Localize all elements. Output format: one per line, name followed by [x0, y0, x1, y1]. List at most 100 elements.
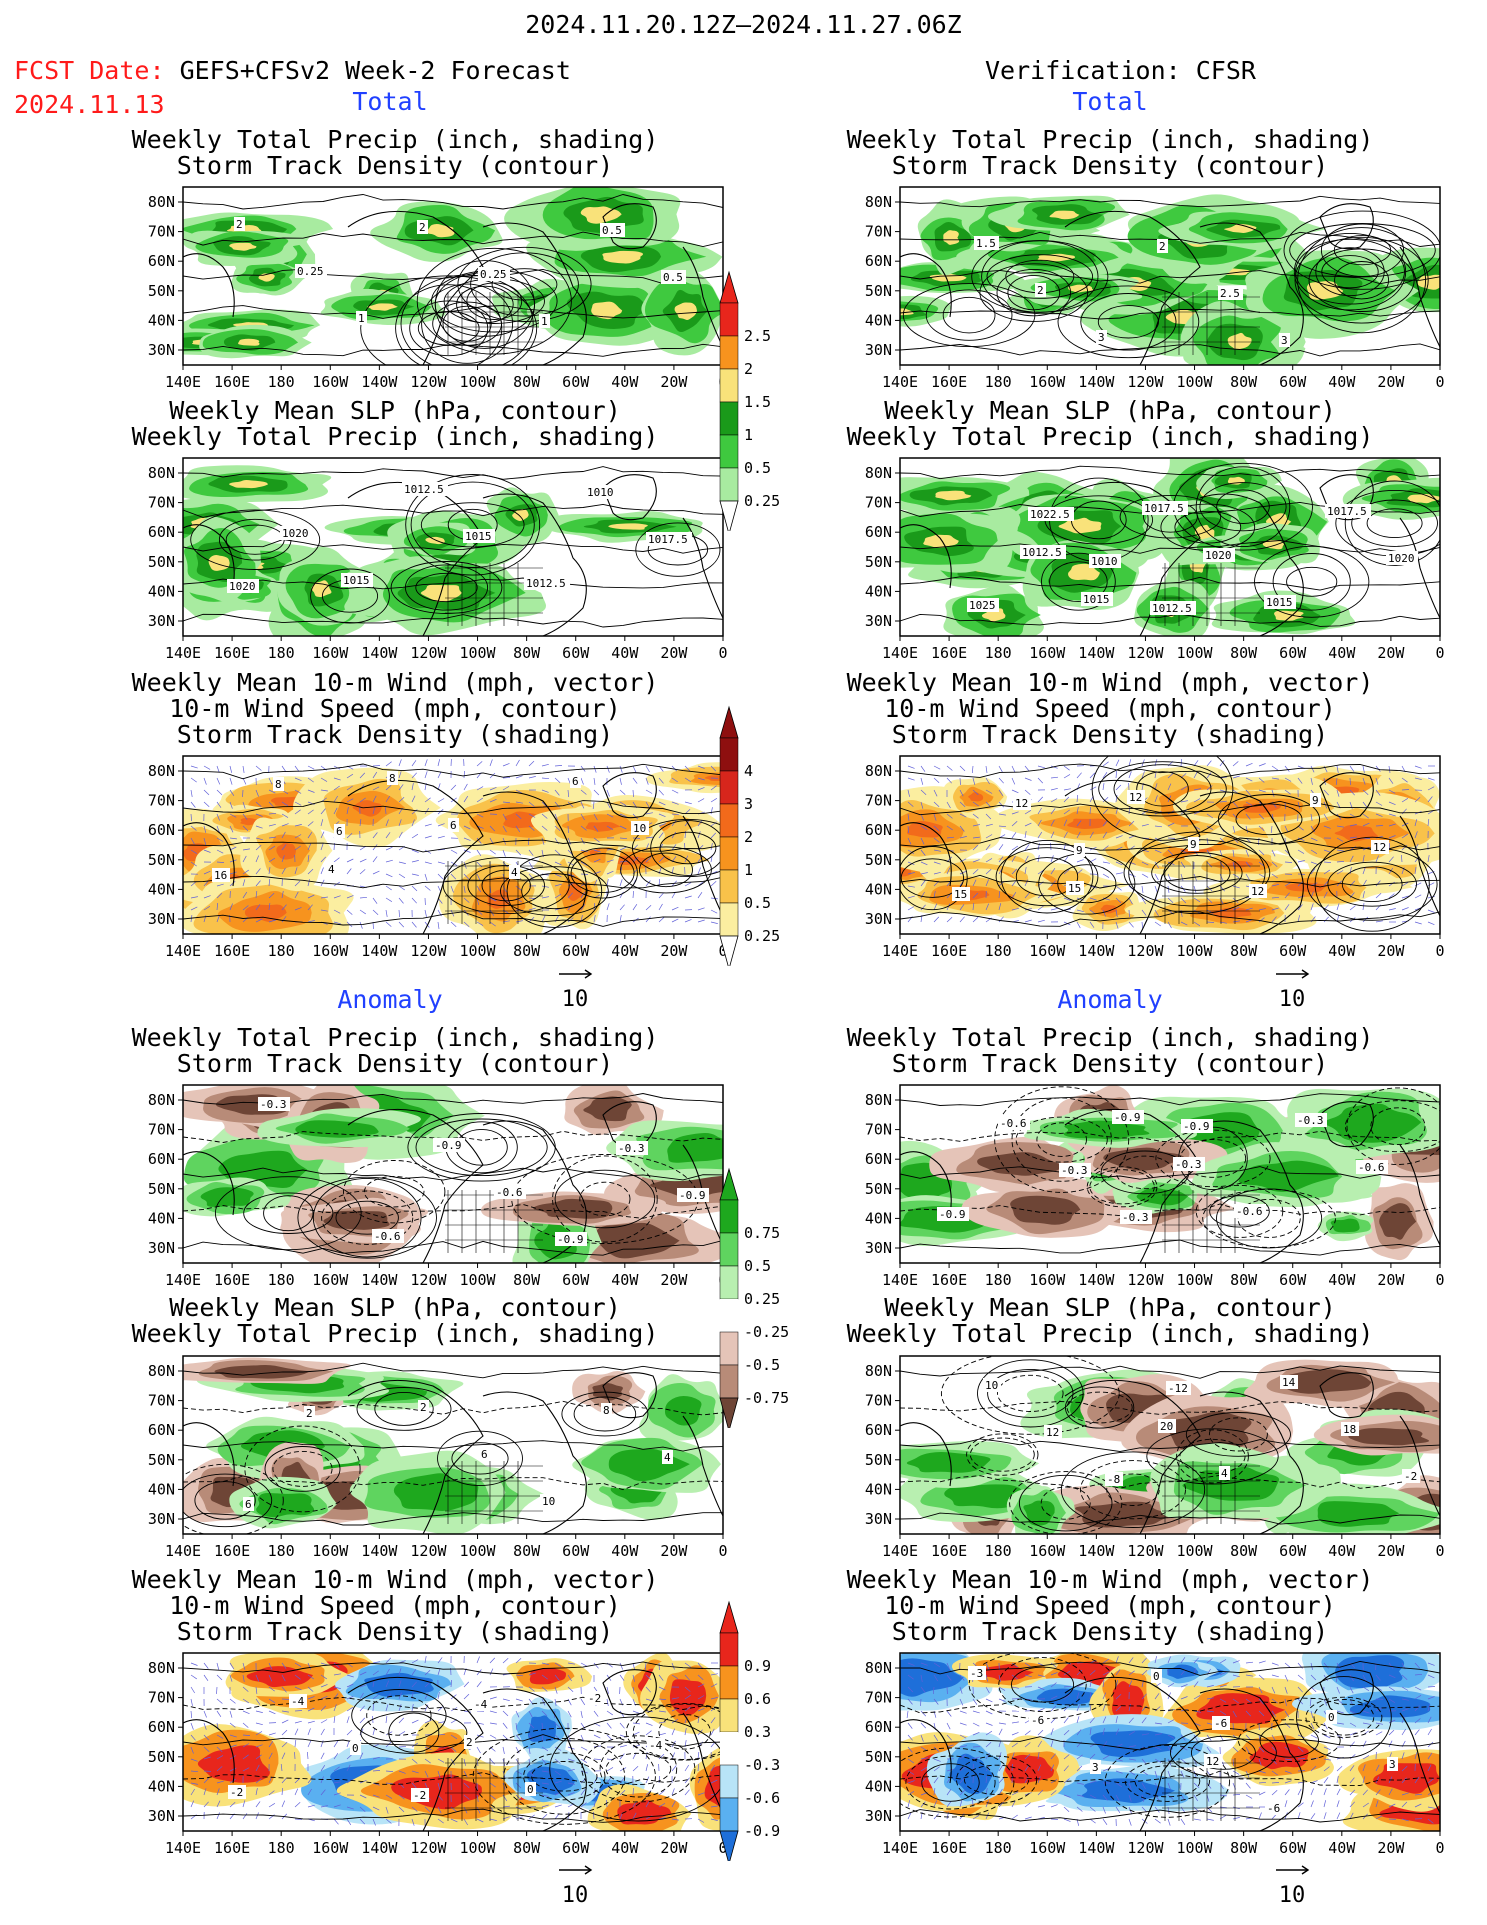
- wind-vector: [268, 801, 274, 808]
- contour-line: [1086, 1166, 1158, 1208]
- lat-tick-label: 30N: [148, 341, 175, 359]
- shading-region: [1111, 1681, 1145, 1719]
- wind-vector: [1011, 1742, 1018, 1748]
- wind-vector: [255, 1788, 258, 1796]
- wind-vector: [697, 1683, 705, 1688]
- contour-line: [968, 1653, 1117, 1720]
- contour-line: [183, 1473, 273, 1528]
- title-vf-anom-wind: Weekly Mean 10-m Wind (mph, vector) 10-m …: [800, 1567, 1420, 1645]
- title-fc-anom-wind: Weekly Mean 10-m Wind (mph, vector) 10-m …: [85, 1567, 705, 1645]
- contour-line: [942, 296, 996, 334]
- wind-vector: [933, 1734, 939, 1742]
- colorbar-cap: [719, 705, 739, 739]
- wind-vector: [255, 765, 262, 771]
- wind-vector: [972, 844, 979, 851]
- wind-vector: [437, 1721, 445, 1724]
- lon-tick-label: 20W: [660, 644, 688, 662]
- shading-region: [1058, 517, 1102, 534]
- shading-region: [674, 302, 697, 321]
- wind-vector: [489, 772, 496, 779]
- wind-vector: [1011, 855, 1016, 863]
- wind-vector: [1089, 1704, 1092, 1712]
- contour-line: [900, 308, 1440, 320]
- wind-vector: [632, 777, 638, 784]
- wind-vector: [398, 921, 405, 928]
- wind-vector: [1414, 1686, 1422, 1691]
- wind-vector: [906, 1710, 909, 1718]
- wind-vector: [1193, 921, 1201, 927]
- wind-vector: [476, 921, 484, 926]
- wind-vector: [541, 777, 550, 780]
- wind-vector: [1115, 1770, 1123, 1774]
- wind-vector: [998, 916, 1004, 923]
- wind-vector: [1037, 1729, 1044, 1736]
- wind-vector: [985, 1752, 990, 1760]
- wind-vector: [1310, 861, 1318, 865]
- wind-vector: [463, 897, 470, 903]
- contour-label: 1017.5: [648, 533, 688, 546]
- wind-vector: [606, 1698, 609, 1706]
- lon-tick-label: 20W: [660, 1542, 688, 1560]
- wind-vector: [972, 777, 976, 785]
- wind-vector: [619, 1767, 627, 1772]
- wind-vector: [1037, 777, 1044, 784]
- contour-line: [1113, 764, 1212, 814]
- wind-vector: [1297, 915, 1300, 923]
- contour-label: 1015: [465, 530, 492, 543]
- wind-vector: [946, 1734, 952, 1741]
- wind-vector: [1167, 873, 1172, 881]
- wind-vector: [671, 765, 678, 772]
- wind-vector: [450, 885, 454, 893]
- wind-vector: [203, 1722, 207, 1730]
- lon-tick-label: 20W: [1377, 942, 1405, 960]
- wind-vector: [1167, 849, 1174, 856]
- wind-vector: [1310, 1710, 1314, 1718]
- title-line: Weekly Mean 10-m Wind (mph, vector): [131, 1565, 659, 1594]
- contour-line: [1314, 836, 1430, 932]
- wind-vector: [972, 789, 979, 795]
- wind-vector: [229, 1698, 236, 1704]
- contour-line: [1333, 235, 1392, 266]
- wind-vector: [946, 836, 955, 839]
- wind-vector: [1297, 849, 1305, 854]
- wind-vector: [190, 813, 192, 822]
- contour-label-bg: [1326, 1710, 1337, 1724]
- contour-line: [658, 1714, 711, 1750]
- wind-vector: [216, 902, 219, 911]
- wind-vector: [645, 777, 649, 785]
- coastline: [900, 1719, 952, 1784]
- wind-vector: [1115, 759, 1120, 767]
- contour-label: 9: [1076, 844, 1083, 857]
- lon-tick-label: 140W: [361, 1839, 398, 1857]
- title-line: Weekly Mean SLP (hPa, contour): [884, 1293, 1336, 1322]
- wind-vector: [1284, 882, 1292, 887]
- colorbar-swatch: [719, 869, 739, 904]
- wind-vector: [1323, 1788, 1327, 1796]
- wind-vector: [411, 860, 419, 863]
- wind-vector: [1180, 1657, 1186, 1664]
- coastline: [183, 1151, 235, 1216]
- wind-vector: [1375, 1815, 1383, 1820]
- colorbar-swatch: [719, 335, 739, 370]
- wind-vector: [294, 824, 302, 827]
- contour-line: [900, 874, 1440, 889]
- wind-vector: [645, 856, 652, 863]
- lat-tick-label: 80N: [865, 762, 892, 780]
- wind-vector: [203, 1662, 209, 1669]
- lon-tick-label: 140E: [882, 1271, 918, 1289]
- wind-vector: [933, 1698, 939, 1705]
- map-svg: 20.25120.2510.50.580N70N60N50N40N30N140E…: [148, 186, 728, 391]
- wind-vector: [1427, 1818, 1434, 1824]
- contour-label-bg: [1081, 592, 1113, 606]
- lon-tick-label: 60W: [562, 644, 590, 662]
- map-fc-anom-precip: -0.6 -0.9 -0.6 -0.9 -0.3 -0.9 -0.3 80N 70N 60N 50N…: [125, 1084, 729, 1297]
- wind-vector: [933, 789, 938, 797]
- wind-vector: [567, 1674, 572, 1682]
- wind-vector: [346, 868, 352, 875]
- lon-tick-label: 140E: [165, 942, 201, 960]
- wind-vector: [1167, 1656, 1171, 1664]
- wind-vector: [1193, 1695, 1201, 1700]
- contour-label-bg: [1105, 1472, 1123, 1486]
- wind-vector: [1232, 1794, 1241, 1796]
